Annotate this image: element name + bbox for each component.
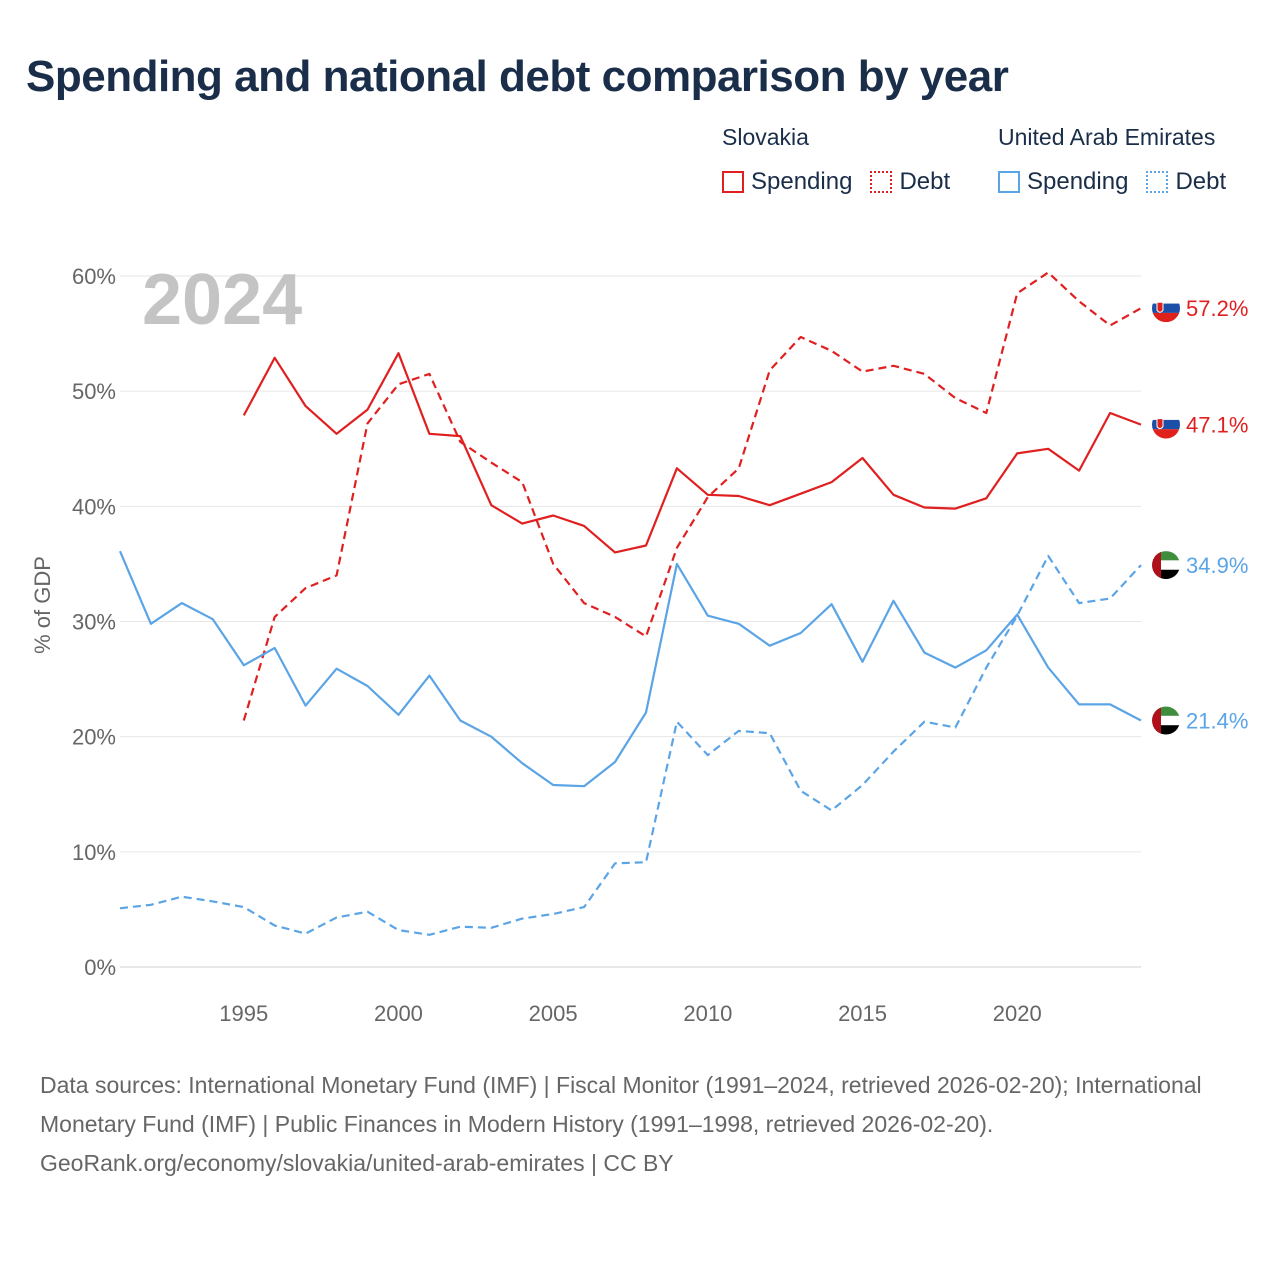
legend-country-slovakia: Slovakia [722, 124, 809, 150]
dotted-swatch-icon [870, 171, 893, 193]
legend-group-uae: United Arab Emirates Spending Debt [998, 124, 1244, 196]
legend-item-uae-spending[interactable]: Spending [998, 168, 1128, 196]
line-chart: 2024 0% 10% 20% 30% 40% 50% 60% 1995 2000 2005 20… [30, 260, 1248, 1026]
uae-flag-icon [1152, 551, 1180, 580]
series-line-slovakia-debt[interactable] [242, 271, 1142, 721]
legend-item-uae-debt[interactable]: Debt [1146, 168, 1226, 196]
series-line-slovakia-spending[interactable] [242, 352, 1142, 554]
y-tick-label: 10% [72, 840, 116, 865]
solid-swatch-icon [998, 171, 1020, 193]
x-tick-label: 2015 [838, 1001, 887, 1026]
x-tick-label: 2010 [683, 1001, 732, 1026]
uae-flag-icon [1152, 706, 1180, 735]
legend-label: Spending [751, 168, 853, 195]
legend-country-uae: United Arab Emirates [998, 124, 1216, 150]
x-tick-label: 1995 [219, 1001, 268, 1026]
footer: Data sources: International Monetary Fun… [40, 1066, 1240, 1183]
x-tick-label: 2005 [529, 1001, 578, 1026]
series-line-united-arab-emirates-spending[interactable] [118, 550, 1142, 788]
end-value-label: 34.9% [1186, 553, 1248, 578]
end-labels: 47.1% 57.2% 21.4% 34.9% [1152, 294, 1248, 735]
data-sources: Data sources: International Monetary Fun… [40, 1072, 1202, 1137]
series [118, 271, 1142, 936]
solid-swatch-icon [722, 171, 744, 193]
chart-title: Spending and national debt comparison by… [26, 52, 1009, 101]
legend-group-slovakia: Slovakia Spending Debt [722, 124, 968, 196]
y-tick-label: 60% [72, 264, 116, 289]
y-tick-label: 30% [72, 610, 116, 635]
end-value-label: 57.2% [1186, 296, 1248, 321]
series-line-united-arab-emirates-debt[interactable] [119, 554, 1142, 936]
slovakia-flag-icon [1152, 294, 1180, 323]
legend-label: Debt [1175, 168, 1227, 195]
legend-label: Debt [899, 168, 951, 195]
x-tick-label: 2020 [993, 1001, 1042, 1026]
gridlines [120, 275, 1141, 968]
y-tick-label: 40% [72, 494, 116, 519]
y-axis: 0% 10% 20% 30% 40% 50% 60% [72, 264, 116, 980]
end-value-label: 21.4% [1186, 709, 1248, 734]
x-tick-label: 2000 [374, 1001, 423, 1026]
x-axis: 1995 2000 2005 2010 2015 2020 [219, 1001, 1041, 1026]
y-tick-label: 20% [72, 725, 116, 750]
slovakia-flag-icon [1152, 410, 1180, 439]
credit-link[interactable]: GeoRank.org/economy/slovakia/united-arab… [40, 1150, 674, 1176]
legend-item-slovakia-spending[interactable]: Spending [722, 168, 852, 196]
dotted-swatch-icon [1146, 171, 1169, 193]
end-value-label: 47.1% [1186, 413, 1248, 438]
legend-label: Spending [1027, 168, 1129, 195]
y-tick-label: 50% [72, 379, 116, 404]
legend-item-slovakia-debt[interactable]: Debt [870, 168, 950, 196]
y-tick-label: 0% [84, 955, 116, 980]
y-axis-title: % of GDP [30, 556, 55, 654]
year-watermark: 2024 [142, 260, 302, 340]
